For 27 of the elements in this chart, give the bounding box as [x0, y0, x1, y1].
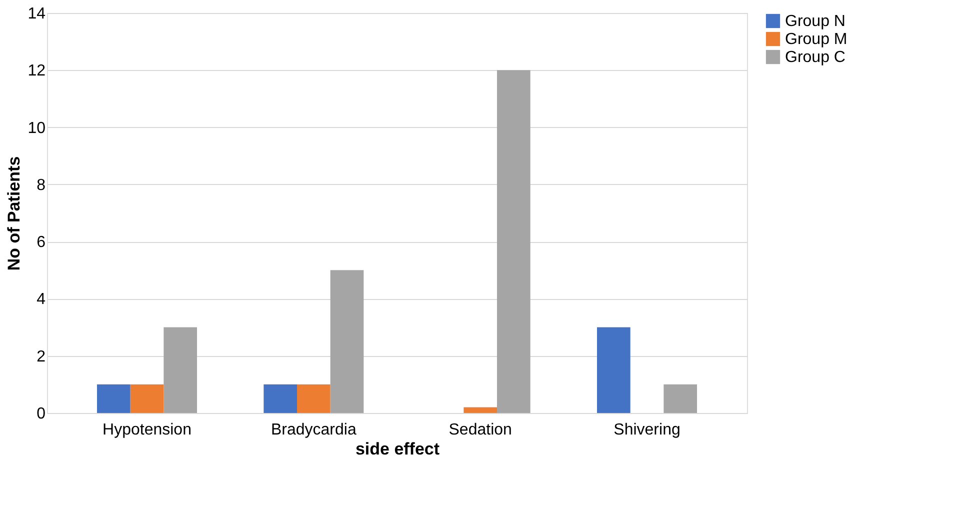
bar — [297, 384, 330, 413]
bar — [264, 384, 297, 413]
y-tick-label: 2 — [36, 348, 46, 366]
x-tick-label: Bradycardia — [270, 422, 356, 438]
x-tick-label: Hypotension — [102, 422, 192, 438]
y-tick-label: 12 — [28, 62, 46, 80]
y-tick-label: 10 — [28, 120, 46, 137]
x-tick-label: Sedation — [448, 422, 512, 438]
y-tick-label: 14 — [28, 6, 46, 22]
bar — [97, 384, 130, 413]
y-axis-title: No of Patients — [4, 156, 24, 271]
bar — [164, 327, 197, 413]
x-tick-label: Shivering — [614, 422, 680, 438]
y-tick-label: 6 — [36, 234, 46, 252]
bar — [464, 407, 497, 413]
bar — [497, 70, 530, 413]
bar — [597, 327, 630, 413]
legend-label: Group M — [785, 31, 848, 48]
x-axis-title: side effect — [355, 440, 440, 458]
bar — [664, 384, 697, 413]
legend-label: Group C — [785, 49, 846, 66]
y-tick-label: 0 — [36, 406, 46, 422]
y-tick-label: 4 — [36, 291, 46, 308]
bar — [330, 270, 364, 413]
y-tick-label: 8 — [36, 176, 46, 194]
legend-label: Group N — [785, 13, 846, 30]
bar — [130, 384, 164, 413]
